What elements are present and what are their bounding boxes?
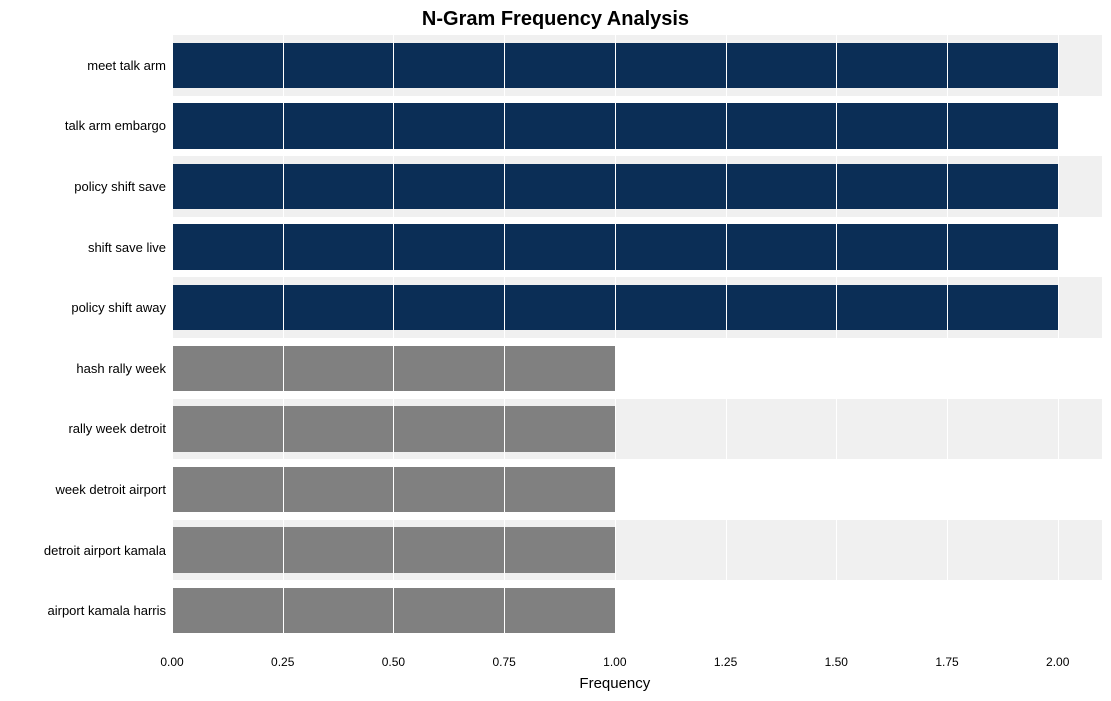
y-tick-label: rally week detroit [68,421,166,436]
gridline [615,35,616,641]
y-tick-label: shift save live [88,240,166,255]
gridline [504,35,505,641]
y-tick-label: hash rally week [76,361,166,376]
x-tick-label: 0.00 [160,655,183,669]
x-tick-label: 0.25 [271,655,294,669]
gridline [836,35,837,641]
x-tick-label: 2.00 [1046,655,1069,669]
x-tick-label: 0.75 [492,655,515,669]
x-axis-title: Frequency [579,675,650,692]
gridline [393,35,394,641]
x-tick-label: 0.50 [382,655,405,669]
plot-area [172,35,1102,641]
gridline [283,35,284,641]
chart-title: N-Gram Frequency Analysis [0,8,1111,31]
y-tick-label: policy shift away [71,300,166,315]
gridline [172,35,173,641]
y-tick-label: airport kamala harris [48,603,167,618]
x-tick-label: 1.50 [825,655,848,669]
x-tick-label: 1.75 [935,655,958,669]
y-tick-label: meet talk arm [87,58,166,73]
y-tick-label: policy shift save [74,179,166,194]
y-tick-label: week detroit airport [55,482,166,497]
y-tick-label: talk arm embargo [65,118,166,133]
x-tick-label: 1.00 [603,655,626,669]
y-tick-label: detroit airport kamala [44,543,166,558]
x-tick-label: 1.25 [714,655,737,669]
chart-container: N-Gram Frequency Analysis Frequency meet… [0,0,1111,701]
gridline [1058,35,1059,641]
gridline [947,35,948,641]
gridline [726,35,727,641]
